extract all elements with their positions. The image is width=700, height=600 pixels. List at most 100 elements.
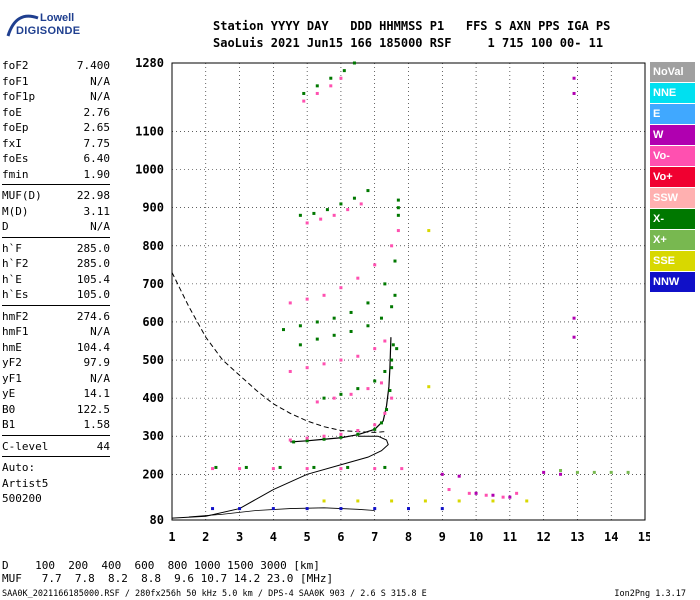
x-tick-label: 11 — [503, 530, 517, 544]
legend-item-vo: Vo+ — [650, 167, 695, 187]
echo-point — [484, 493, 488, 497]
echo-point — [391, 343, 395, 347]
param-row-fof1: foF1 N/A — [2, 74, 110, 90]
echo-point — [366, 301, 370, 305]
param-value: 7.75 — [83, 136, 111, 150]
echo-point — [572, 316, 576, 320]
echo-point — [390, 358, 394, 362]
autoscale-info-line: Artist5 — [2, 476, 49, 490]
echo-point — [339, 202, 343, 206]
x-tick-label: 10 — [469, 530, 483, 544]
legend-item-e: E — [650, 104, 695, 124]
param-label: hmF2 — [2, 309, 29, 323]
param-label: B1 — [2, 418, 16, 431]
echo-point — [356, 499, 360, 503]
echo-point — [302, 99, 306, 103]
logo-text-digisonde: DIGISONDE — [16, 25, 81, 37]
y-tick-label: 700 — [142, 277, 164, 291]
legend-item-sse: SSE — [650, 251, 695, 271]
echo-point — [356, 429, 360, 433]
param-row-fmin: fmin 1.90 — [2, 167, 110, 183]
param-divider — [2, 456, 110, 457]
legend-item-ssw: SSW — [650, 188, 695, 208]
echo-point — [319, 217, 323, 221]
param-value: 274.6 — [76, 309, 110, 323]
echo-point — [298, 213, 302, 217]
param-value: 122.5 — [76, 402, 110, 416]
echo-point — [298, 324, 302, 328]
echo-point — [356, 354, 360, 358]
echo-point — [559, 472, 563, 476]
echo-point — [315, 337, 319, 341]
echo-point — [396, 229, 400, 233]
echo-point — [271, 507, 275, 511]
echo-point — [366, 324, 370, 328]
echo-point — [305, 439, 309, 443]
echo-point — [609, 470, 613, 474]
echo-point — [302, 91, 306, 95]
echo-point — [572, 91, 576, 95]
param-row-hme: hmE 104.4 — [2, 340, 110, 356]
param-label: MUF(D) — [2, 189, 42, 202]
param-row-fof1p: foF1p N/A — [2, 89, 110, 105]
echo-point — [373, 263, 377, 267]
param-label: C-level — [2, 439, 49, 453]
echo-point — [305, 436, 309, 440]
param-row-foep: foEp 2.65 — [2, 120, 110, 136]
echo-point — [572, 335, 576, 339]
echo-point — [288, 438, 292, 442]
x-tick-label: 8 — [405, 530, 412, 544]
param-row-yf2: yF2 97.9 — [2, 355, 110, 371]
echo-point — [292, 440, 296, 444]
x-tick-label: 6 — [337, 530, 344, 544]
echo-point — [390, 366, 394, 370]
ionogram-chart: 1 2 3 4 5 6 7 8 9 10 11 12 13 14 158020030040050060070… — [135, 56, 650, 544]
echo-point — [525, 499, 529, 503]
echo-point — [305, 297, 309, 301]
echo-point — [339, 435, 343, 439]
param-label: hmF1 — [2, 325, 29, 338]
distance-row: D 100 200 400 600 800 1000 1500 3000 [km… — [2, 559, 320, 572]
echo-point — [383, 339, 387, 343]
echo-point — [322, 362, 326, 366]
echo-point — [339, 392, 343, 396]
param-value: 6.40 — [83, 152, 111, 165]
autoscale-info-line: 500200 — [2, 492, 42, 505]
echo-point — [447, 488, 451, 492]
echo-point — [339, 467, 343, 471]
param-label: yE — [2, 387, 16, 400]
param-row-mufd: MUF(D) 22.98 — [2, 188, 110, 204]
echo-point — [366, 387, 370, 391]
echo-point — [352, 196, 356, 200]
echo-point — [238, 467, 242, 471]
x-tick-label: 4 — [270, 530, 277, 544]
param-label: hmE — [2, 340, 22, 354]
param-label: foE — [2, 105, 22, 119]
echo-point — [491, 499, 495, 503]
echo-point — [332, 213, 336, 217]
param-value: 1.58 — [83, 418, 111, 431]
param-label: foF1 — [2, 74, 29, 88]
echo-point — [332, 333, 336, 337]
echo-point — [379, 316, 383, 320]
echo-point — [238, 507, 242, 511]
echo-point — [508, 495, 512, 499]
param-label: fxI — [2, 136, 22, 150]
param-row-foe: foE 2.76 — [2, 105, 110, 121]
header-labels: Station YYYY DAY DDD HHMMSS P1 FFS S AXN… — [213, 19, 611, 33]
param-value: 285.0 — [76, 241, 110, 255]
echo-point — [440, 472, 444, 476]
echo-point — [288, 369, 292, 373]
y-tick-label: 80 — [150, 513, 164, 527]
param-value: 97.9 — [83, 356, 111, 369]
y-tick-label: 200 — [142, 467, 164, 481]
echo-point — [383, 369, 387, 373]
param-value: 3.11 — [83, 204, 111, 218]
echo-point — [346, 208, 350, 212]
echo-point — [305, 221, 309, 225]
echo-point — [396, 198, 400, 202]
echo-point — [474, 491, 478, 495]
echo-point — [373, 423, 377, 427]
echo-point — [390, 499, 394, 503]
legend-item-nne: NNE — [650, 83, 695, 103]
